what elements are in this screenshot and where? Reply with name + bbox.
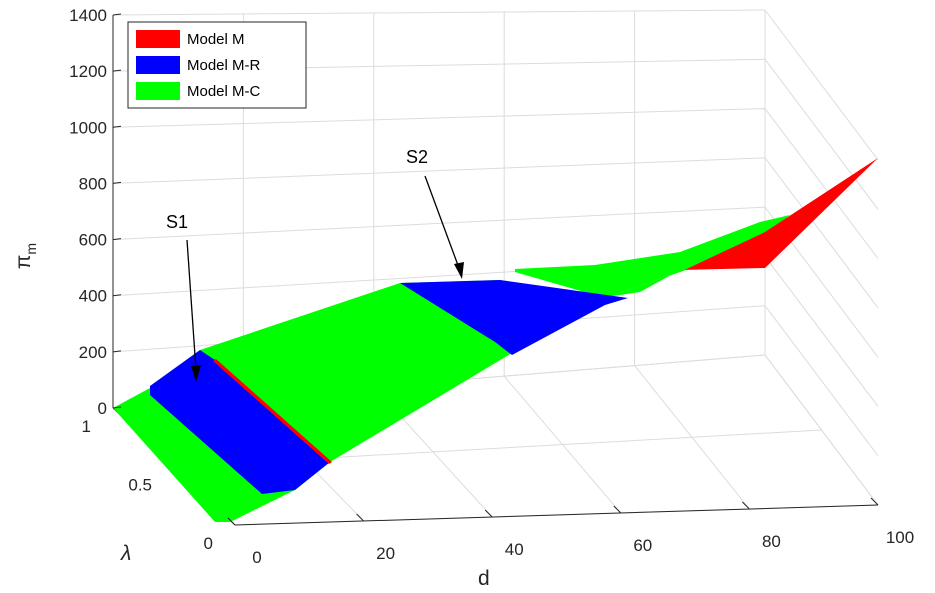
x-tick-mark (227, 517, 236, 526)
grid-line (112, 206, 766, 241)
surface-model-mr-left (150, 350, 330, 494)
z-tick-mark (112, 69, 122, 72)
legend-label: Model M (187, 31, 245, 48)
legend-swatch (136, 30, 180, 48)
z-tick-label: 1400 (69, 6, 107, 25)
z-tick-label: 0 (98, 399, 107, 418)
x-tick-mark (870, 497, 879, 506)
z-tick-labels: 0 200 400 600 800 1000 1200 1400 (69, 6, 122, 418)
x-tick-labels: 0 20 40 60 80 100 (227, 497, 914, 567)
surface-model-m (680, 158, 878, 272)
z-tick-label: 600 (79, 231, 107, 250)
annotation-arrow-s2 (424, 175, 460, 269)
y-axis-title: λ (120, 542, 131, 565)
x-tick-label: 0 (252, 548, 261, 567)
grid-line (764, 157, 879, 309)
surface-model-mc-far (515, 215, 790, 298)
legend-label: Model M-C (187, 83, 261, 100)
annotation-arrow-s1 (186, 239, 197, 371)
z-axis-title-subscript: m (23, 243, 39, 255)
z-tick-mark (112, 294, 122, 297)
z-tick-mark (112, 181, 122, 184)
legend: Model M Model M-R Model M-C (127, 21, 307, 109)
y-tick-label: 1 (82, 417, 91, 436)
x-tick-label: 20 (376, 544, 395, 563)
annotation-s2: S2 (406, 147, 428, 167)
surface (113, 158, 878, 522)
grid-line (112, 157, 766, 184)
annotation-arrowhead-s1 (191, 365, 201, 382)
z-axis-title: πm (12, 243, 39, 269)
x-tick-mark (356, 513, 364, 522)
z-tick-label: 1200 (69, 62, 107, 81)
grid-line (112, 9, 766, 16)
y-tick-labels: 00.51 (82, 417, 213, 553)
grid-line (112, 108, 766, 128)
z-tick-label: 200 (79, 343, 107, 362)
x-tick-label: 40 (505, 540, 524, 559)
y-tick-label: 0 (204, 534, 213, 553)
grid-line (764, 256, 879, 407)
x-tick-label: 60 (633, 536, 652, 555)
z-tick-label: 800 (79, 174, 107, 193)
x-axis-title: d (478, 567, 490, 590)
grid-line (764, 108, 879, 259)
x-tick-label: 80 (762, 532, 781, 551)
legend-swatch (136, 56, 180, 74)
annotation-arrowhead-s2 (454, 262, 464, 279)
x-tick-mark (484, 509, 493, 518)
surface-model-mr-mid (400, 280, 628, 355)
z-tick-mark (112, 406, 122, 409)
z-tick-mark (112, 13, 122, 16)
annotation-s1: S1 (166, 212, 188, 232)
z-tick-label: 1000 (69, 118, 107, 137)
x-tick-mark (742, 501, 750, 510)
grid-line (764, 58, 879, 210)
surface-model-m-edge (213, 359, 332, 464)
z-tick-mark (112, 125, 122, 128)
z-tick-mark (112, 238, 122, 241)
annotations: S1 S2 (166, 147, 464, 382)
legend-label: Model M-R (187, 57, 261, 74)
x-tick-label: 100 (886, 528, 914, 547)
z-tick-label: 400 (79, 287, 107, 306)
grid-line (764, 305, 879, 457)
x-tick-mark (613, 505, 622, 514)
legend-swatch (136, 82, 180, 100)
y-tick-label: 0.5 (128, 476, 152, 495)
grid-line (764, 9, 879, 161)
axis-line (234, 504, 879, 526)
z-tick-mark (112, 350, 122, 353)
